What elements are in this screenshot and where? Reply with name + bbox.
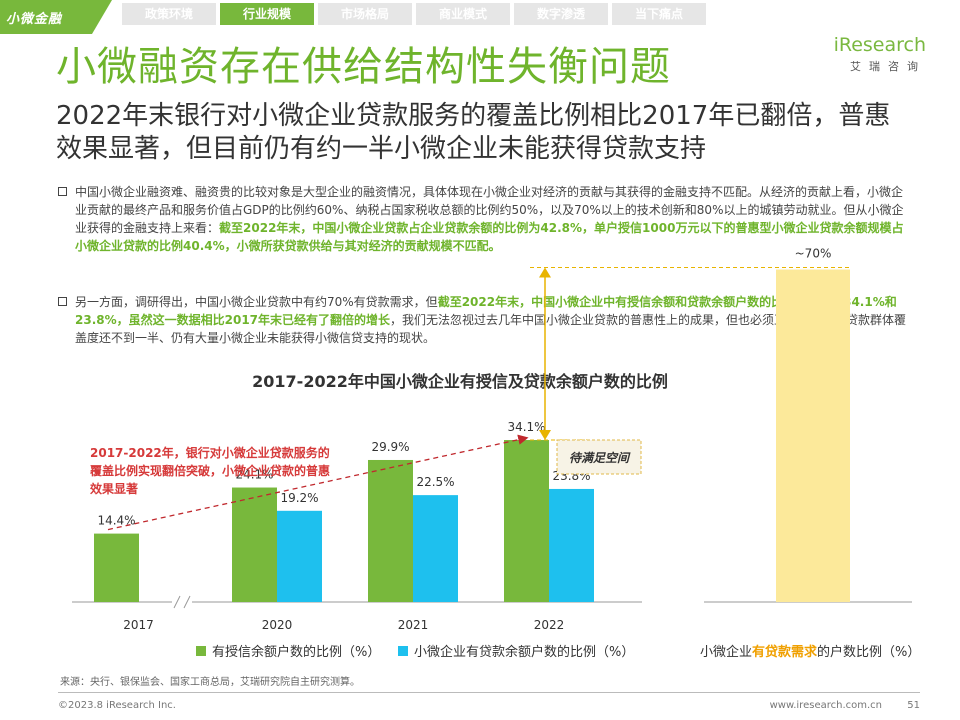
paragraph-2-normal-before: 另一方面，调研得出，中国小微企业贷款中有约70%有贷款需求，但 bbox=[75, 295, 438, 309]
value-label-credit: 29.9% bbox=[371, 440, 409, 454]
x-tick-label: 2022 bbox=[534, 618, 565, 632]
chart-annotation: 2017-2022年，银行对小微企业贷款服务的覆盖比例实现翻倍突破，小微企业贷款… bbox=[90, 446, 331, 496]
legend-item-credit: 有授信余额户数的比例（%） bbox=[196, 641, 380, 660]
bar-loan-2022 bbox=[549, 488, 594, 602]
paragraph-1-highlight: 截至2022年末，中国小微企业贷款占企业贷款余额的比例为42.8%，单户授信10… bbox=[75, 221, 904, 253]
source-note: 来源：央行、银保监会、国家工商总局，艾瑞研究院自主研究测算。 bbox=[60, 677, 360, 688]
logo-main-text: iResearch bbox=[833, 34, 926, 56]
paragraph-1-text: 中国小微企业融资难、融资贵的比较对象是大型企业的融资情况，具体体现在小微企业对经… bbox=[75, 183, 908, 255]
tab-policy[interactable]: 政策环境 bbox=[122, 3, 216, 25]
value-label-credit: 14.4% bbox=[97, 514, 135, 528]
chart-title: 2017-2022年中国小微企业有授信及贷款余额户数的比例 bbox=[252, 372, 668, 391]
tab-business-model[interactable]: 商业模式 bbox=[416, 3, 510, 25]
gap-arrow-down-head bbox=[539, 430, 551, 441]
footer-copyright: ©2023.8 iResearch Inc. bbox=[58, 700, 176, 711]
gap-label: 待满足空间 bbox=[569, 451, 631, 465]
value-label-loan: 22.5% bbox=[416, 475, 454, 489]
value-label-loan: 19.2% bbox=[280, 491, 318, 505]
value-label-credit: 24.1% bbox=[235, 468, 273, 482]
tab-pain-points[interactable]: 当下痛点 bbox=[612, 3, 706, 25]
section-badge: 小微金融 bbox=[0, 0, 112, 34]
paragraph-1: 中国小微企业融资难、融资贵的比较对象是大型企业的融资情况，具体体现在小微企业对经… bbox=[58, 183, 908, 255]
value-label-demand: ~70% bbox=[795, 247, 832, 261]
page-number: 51 bbox=[907, 700, 920, 711]
axis-break-mark bbox=[173, 595, 181, 609]
footer-url[interactable]: www.iresearch.com.cn bbox=[769, 700, 882, 711]
page-title: 小微融资存在供给结构性失衡问题 bbox=[56, 44, 671, 90]
legend-label-loan: 小微企业有贷款余额户数的比例（%） bbox=[414, 645, 635, 660]
legend-demand-highlight: 有贷款需求 bbox=[752, 645, 818, 660]
axis-break-mark bbox=[183, 595, 191, 609]
tab-market[interactable]: 市场格局 bbox=[318, 3, 412, 25]
tab-industry-scale[interactable]: 行业规模 bbox=[220, 3, 314, 25]
section-nav: 政策环境 行业规模 市场格局 商业模式 数字渗透 当下痛点 bbox=[122, 3, 706, 25]
paragraph-1-normal: 中国小微企业融资难、融资贵的比较对象是大型企业的融资情况，具体体现在小微企业对经… bbox=[75, 185, 904, 235]
page-footer: ©2023.8 iResearch Inc. www.iresearch.com… bbox=[58, 692, 920, 711]
bar-loan-demand bbox=[776, 269, 850, 602]
gap-arrow-up-head bbox=[539, 267, 551, 278]
tab-digital[interactable]: 数字渗透 bbox=[514, 3, 608, 25]
x-tick-label: 2021 bbox=[398, 618, 429, 632]
gap-label-box bbox=[556, 439, 642, 475]
bullet-square-icon bbox=[58, 297, 67, 306]
bar-credit-2020 bbox=[232, 487, 277, 602]
bar-loan-2020 bbox=[277, 510, 322, 602]
x-tick-label: 2020 bbox=[262, 618, 293, 632]
legend-label-credit: 有授信余额户数的比例（%） bbox=[212, 645, 381, 660]
legend-swatch-green bbox=[196, 645, 206, 656]
legend-swatch-blue bbox=[398, 645, 408, 656]
bar-credit-2022 bbox=[504, 440, 549, 602]
legend-demand-prefix: 小微企业 bbox=[700, 645, 753, 660]
value-label-credit: 34.1% bbox=[507, 420, 545, 434]
section-badge-label: 小微金融 bbox=[6, 12, 63, 27]
iresearch-logo: iResearch 艾瑞咨询 bbox=[816, 34, 926, 74]
bullet-square-icon bbox=[58, 187, 67, 196]
legend-item-loan: 小微企业有贷款余额户数的比例（%） bbox=[398, 641, 634, 660]
badge-background bbox=[0, 0, 112, 34]
x-tick-label: 2017 bbox=[123, 618, 154, 632]
legend-item-demand: 小微企业有贷款需求的户数比例（%） bbox=[700, 641, 920, 660]
bar-credit-2017 bbox=[94, 533, 139, 602]
page-subtitle: 2022年末银行对小微企业贷款服务的覆盖比例相比2017年已翻倍，普惠效果显著，… bbox=[56, 101, 891, 164]
bar-loan-2021 bbox=[413, 495, 458, 602]
bar-credit-2021 bbox=[368, 459, 413, 602]
logo-sub-text: 艾瑞咨询 bbox=[850, 60, 926, 73]
legend-demand-suffix: 的户数比例（%） bbox=[817, 645, 921, 660]
